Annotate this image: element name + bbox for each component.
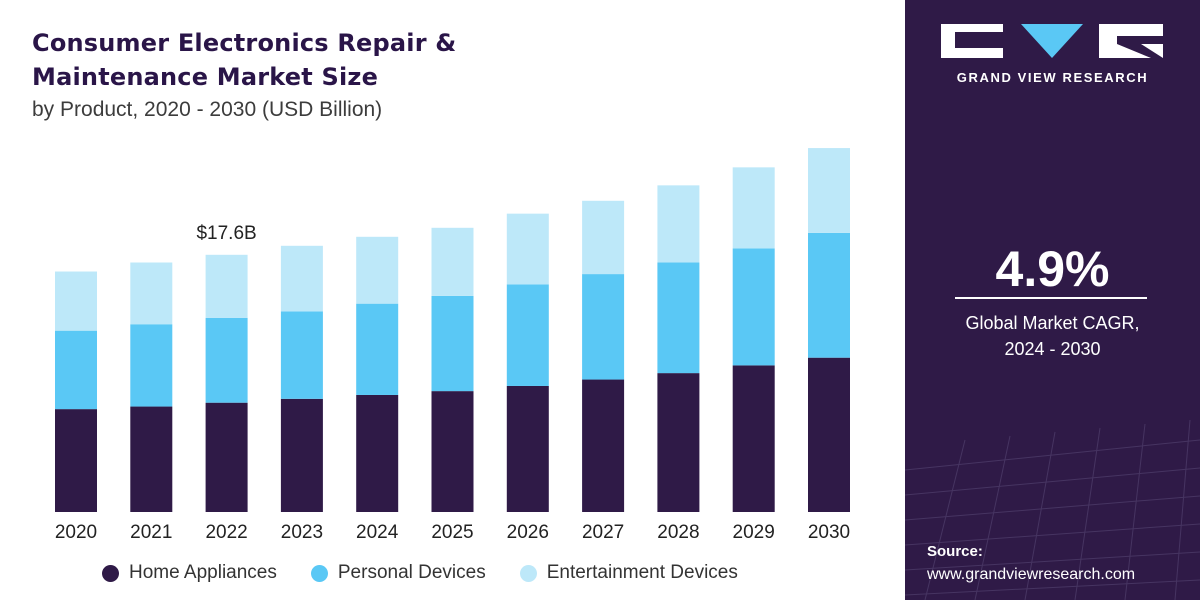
bar-entertainment-devices-2022: [205, 254, 248, 318]
bar-home-appliances-2022: [205, 402, 248, 512]
cagr-label-line-2: 2024 - 2030: [1004, 339, 1101, 359]
data-label-2022: $17.6B: [196, 223, 256, 244]
x-tick-label-2025: 2025: [431, 522, 473, 543]
cagr-value: 4.9%: [995, 241, 1110, 297]
chart-subtitle: by Product, 2020 - 2030 (USD Billion): [32, 98, 383, 121]
bar-personal-devices-2028: [657, 262, 700, 374]
bar-personal-devices-2025: [431, 295, 474, 392]
bar-entertainment-devices-2021: [130, 262, 173, 325]
legend-swatch-home-appliances: [102, 564, 119, 582]
x-tick-label-2027: 2027: [582, 522, 624, 543]
bar-home-appliances-2028: [657, 373, 700, 512]
legend-label-home-appliances: Home Appliances: [129, 562, 277, 583]
bar-entertainment-devices-2030: [808, 148, 850, 233]
bar-home-appliances-2021: [130, 406, 173, 512]
bar-home-appliances-2025: [431, 391, 474, 512]
legend-swatch-entertainment-devices: [519, 564, 537, 582]
source-url[interactable]: www.grandviewresearch.com: [927, 566, 1136, 583]
x-tick-label-2024: 2024: [356, 522, 399, 543]
bar-personal-devices-2022: [205, 317, 248, 403]
bar-entertainment-devices-2020: [55, 271, 97, 331]
x-tick-label-2023: 2023: [281, 522, 323, 543]
bar-personal-devices-2026: [506, 284, 549, 386]
bar-personal-devices-2021: [130, 324, 173, 407]
bar-entertainment-devices-2024: [356, 236, 399, 304]
bar-entertainment-devices-2023: [280, 245, 323, 312]
bar-personal-devices-2030: [808, 232, 850, 358]
bar-home-appliances-2024: [356, 394, 399, 512]
cagr-label-line-1: Global Market CAGR,: [965, 313, 1140, 333]
legend-label-personal-devices: Personal Devices: [337, 562, 486, 583]
bar-personal-devices-2024: [356, 303, 399, 395]
bar-personal-devices-2027: [582, 274, 625, 380]
legend-item-personal-devices: Personal Devices: [310, 562, 486, 584]
x-tick-label-2026: 2026: [507, 522, 549, 543]
bar-personal-devices-2023: [280, 311, 323, 399]
bar-entertainment-devices-2026: [506, 213, 549, 285]
bar-home-appliances-2029: [732, 365, 775, 512]
decorative-grid-pattern: [905, 419, 1200, 600]
bar-entertainment-devices-2028: [657, 185, 700, 263]
x-tick-label-2028: 2028: [657, 522, 699, 543]
cagr-label: Global Market CAGR, 2024 - 2030: [905, 310, 1200, 362]
x-tick-label-2030: 2030: [808, 522, 850, 543]
chart-legend: Home Appliances Personal Devices Enterta…: [102, 562, 772, 584]
gvr-logo: [941, 24, 1163, 58]
legend-item-entertainment-devices: Entertainment Devices: [519, 562, 738, 584]
x-tick-label-2029: 2029: [733, 522, 775, 543]
bar-home-appliances-2027: [582, 379, 625, 512]
bar-entertainment-devices-2027: [582, 200, 625, 275]
bar-home-appliances-2030: [808, 357, 850, 512]
chart-title: Consumer Electronics Repair & Maintenanc…: [32, 26, 456, 94]
x-tick-label-2021: 2021: [130, 522, 172, 543]
bar-home-appliances-2023: [280, 398, 323, 512]
x-tick-label-2022: 2022: [205, 522, 247, 543]
bar-home-appliances-2020: [55, 409, 97, 512]
chart-title-line-2: Maintenance Market Size: [32, 63, 379, 91]
brand-panel: GRAND VIEW RESEARCH 4.9% Global Market C…: [905, 0, 1200, 600]
source-label: Source:: [927, 543, 983, 560]
legend-label-entertainment-devices: Entertainment Devices: [546, 562, 738, 583]
bar-home-appliances-2026: [506, 385, 549, 512]
bar-personal-devices-2020: [55, 330, 97, 410]
x-tick-label-2020: 2020: [55, 522, 97, 543]
legend-item-home-appliances: Home Appliances: [102, 562, 277, 584]
bar-personal-devices-2029: [732, 248, 775, 366]
bar-entertainment-devices-2029: [732, 167, 775, 249]
legend-swatch-personal-devices: [310, 564, 328, 582]
stacked-bar-chart: 2020 2021 2022 $17.6B 2023 2024 2025 2026 2027 20…: [55, 148, 850, 543]
brand-name: GRAND VIEW RESEARCH: [956, 70, 1149, 85]
cagr-divider: [955, 297, 1147, 299]
chart-panel: Consumer Electronics Repair & Maintenanc…: [32, 26, 851, 584]
bar-entertainment-devices-2025: [431, 227, 474, 296]
chart-title-line-1: Consumer Electronics Repair &: [32, 29, 457, 57]
